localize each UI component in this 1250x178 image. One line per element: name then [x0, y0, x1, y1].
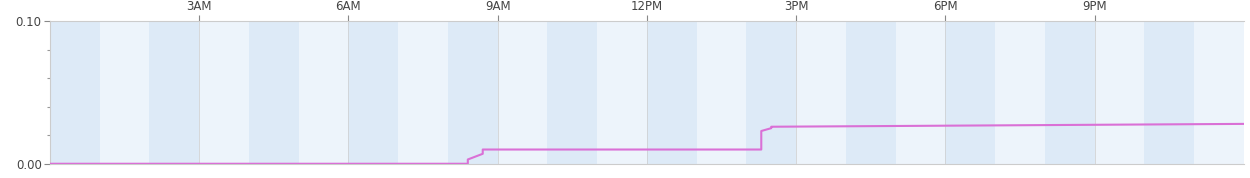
Bar — [249, 21, 299, 164]
Bar — [399, 21, 448, 164]
Bar — [299, 21, 349, 164]
Bar — [746, 21, 796, 164]
Bar — [349, 21, 399, 164]
Bar — [548, 21, 598, 164]
Bar — [696, 21, 746, 164]
Bar — [50, 21, 100, 164]
Bar — [598, 21, 648, 164]
Bar — [995, 21, 1045, 164]
Bar — [1045, 21, 1095, 164]
Bar — [448, 21, 498, 164]
Bar — [648, 21, 696, 164]
Bar — [498, 21, 548, 164]
Bar — [945, 21, 995, 164]
Bar — [199, 21, 249, 164]
Bar — [846, 21, 895, 164]
Bar — [895, 21, 945, 164]
Bar — [1194, 21, 1244, 164]
Bar — [1144, 21, 1194, 164]
Bar — [100, 21, 150, 164]
Bar — [1095, 21, 1144, 164]
Bar — [796, 21, 846, 164]
Bar — [150, 21, 199, 164]
